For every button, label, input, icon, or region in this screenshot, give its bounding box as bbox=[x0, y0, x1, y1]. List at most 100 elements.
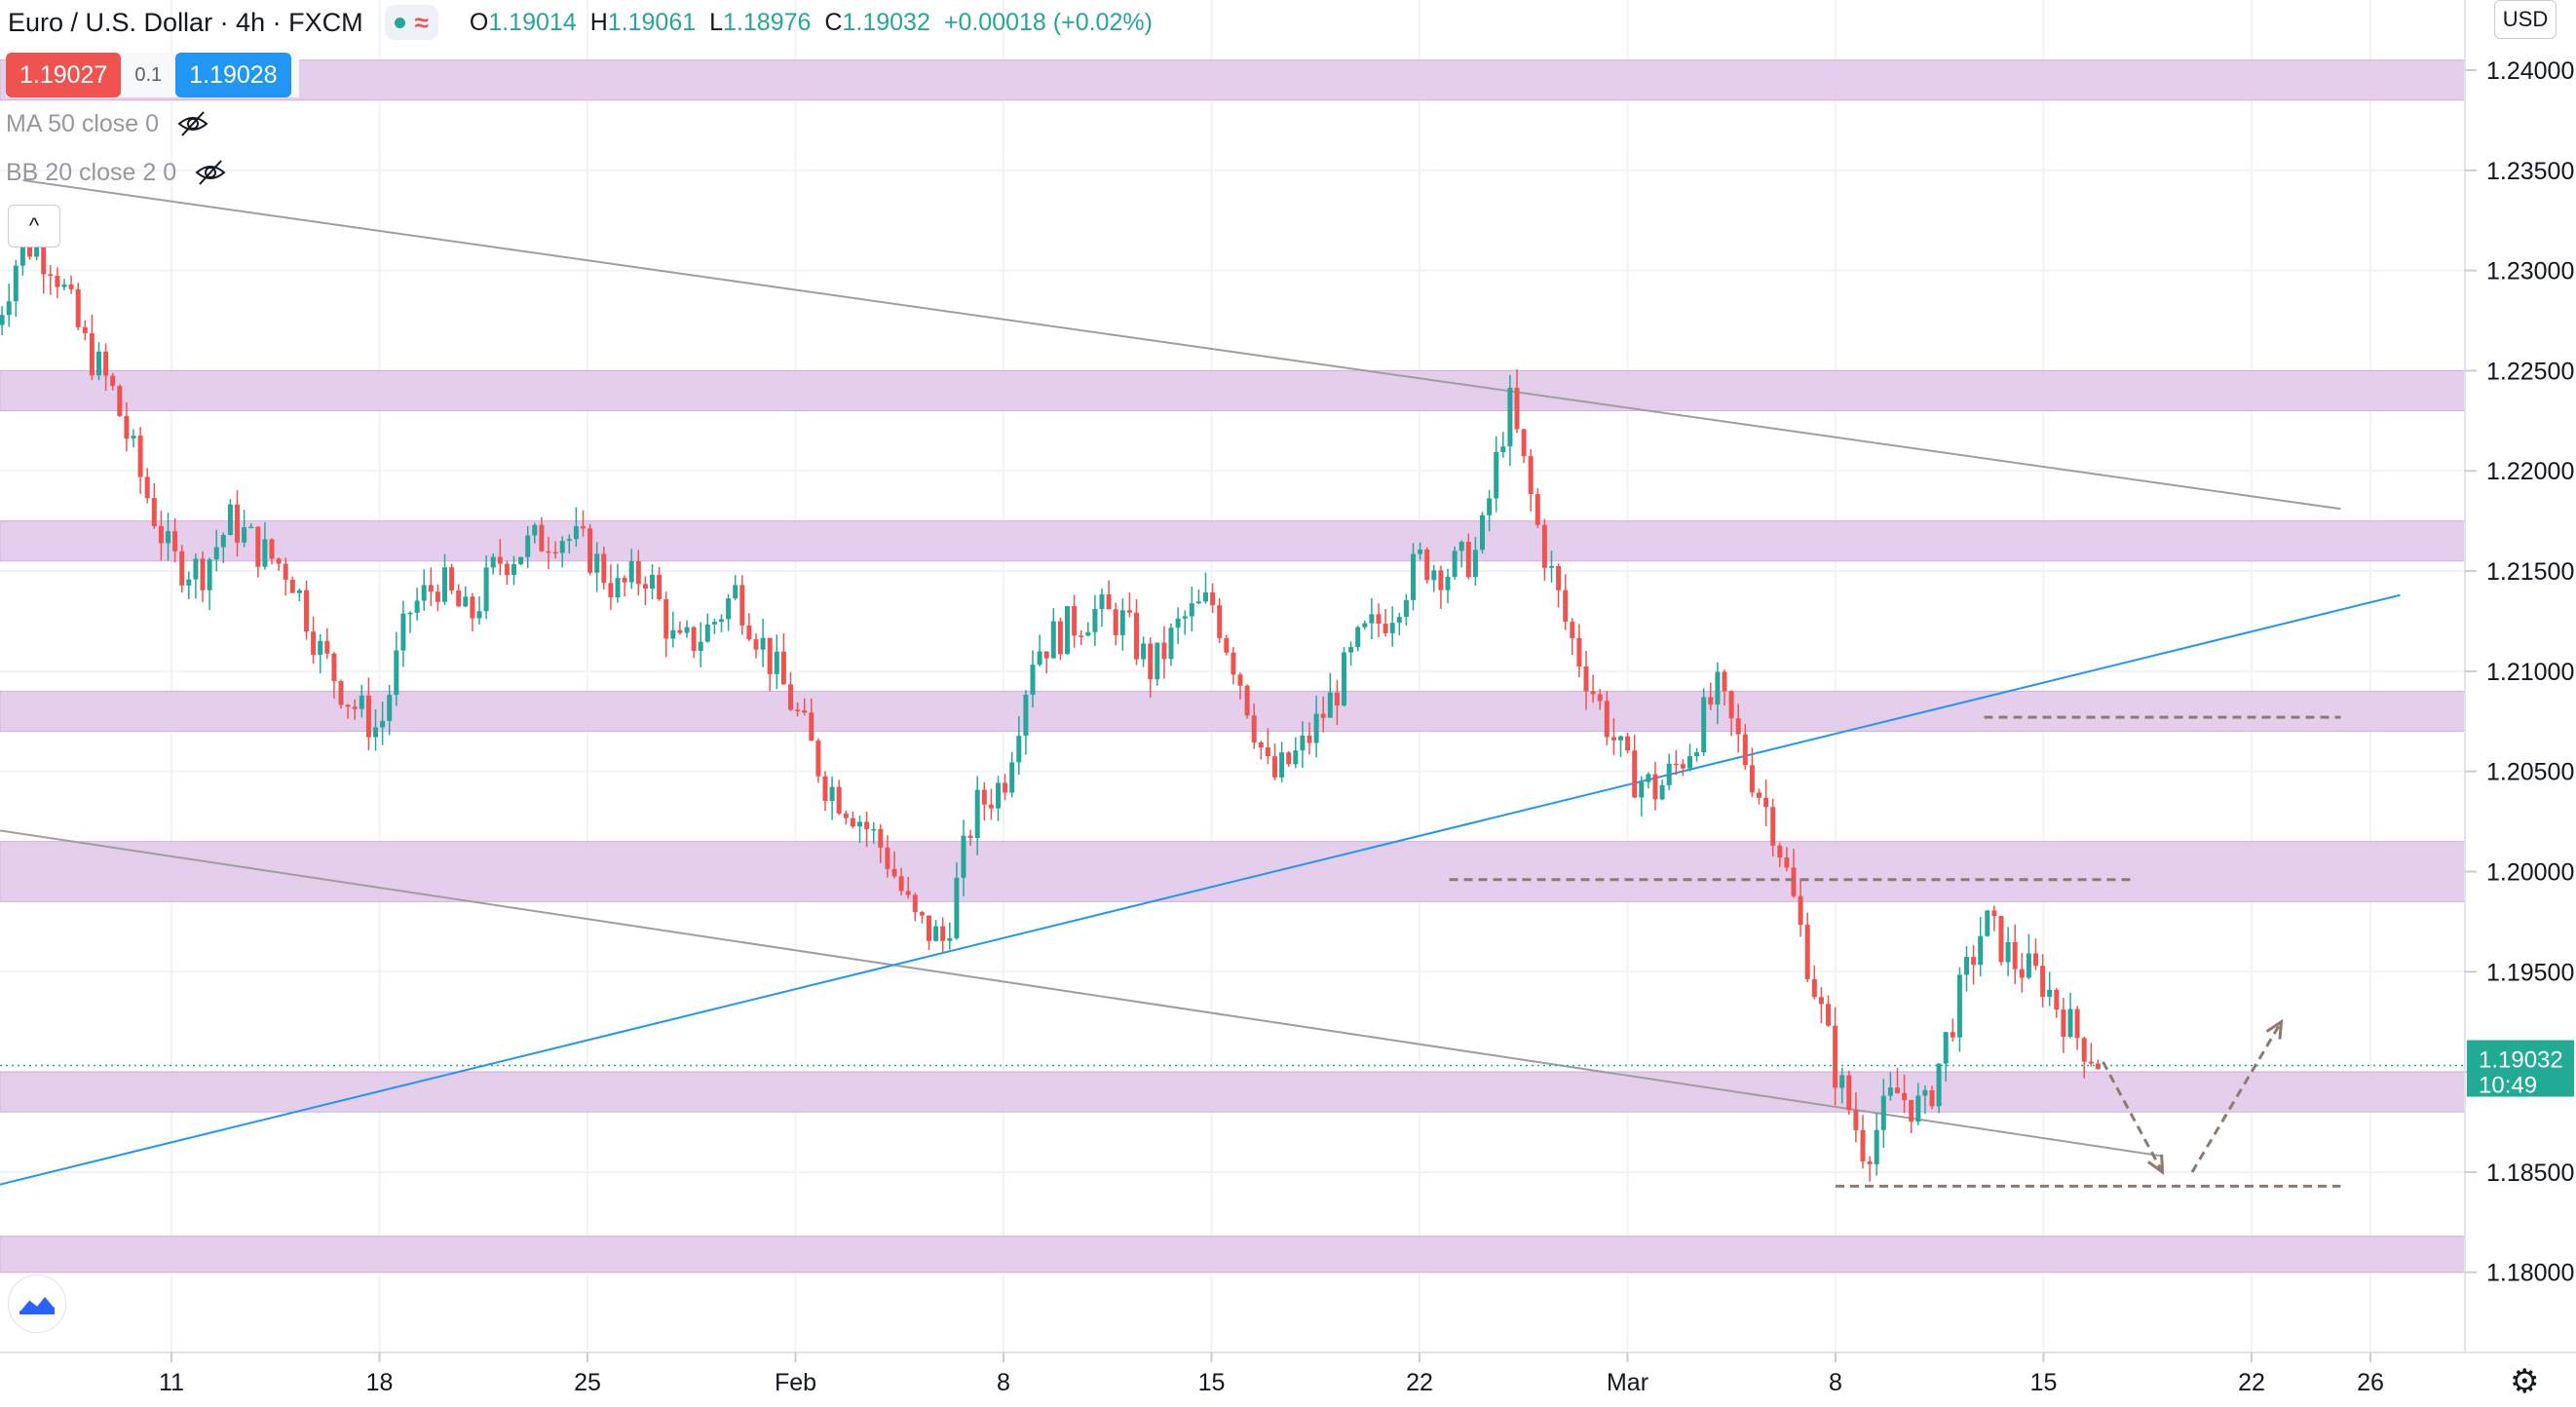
candle-body bbox=[615, 578, 621, 598]
chart-legend: Euro / U.S. Dollar · 4h · FXCM ≈ O1.1901… bbox=[0, 0, 1153, 45]
indicator-bb[interactable]: BB 20 close 2 0 bbox=[6, 158, 227, 187]
candle-body bbox=[746, 625, 752, 640]
candle-body bbox=[13, 265, 19, 302]
candle-body bbox=[1895, 1087, 1900, 1093]
candle-body bbox=[594, 553, 600, 573]
symbol-title[interactable]: Euro / U.S. Dollar · 4h · FXCM bbox=[8, 7, 363, 37]
candle-body bbox=[988, 804, 994, 809]
candle-body bbox=[850, 818, 855, 827]
candle-body bbox=[733, 585, 739, 599]
status-badges[interactable]: ≈ bbox=[384, 5, 438, 40]
eye-slash-icon[interactable] bbox=[176, 109, 209, 138]
candle-body bbox=[1978, 935, 1984, 966]
tradingview-logo[interactable] bbox=[8, 1274, 66, 1333]
candle-body bbox=[1604, 701, 1610, 738]
candle-body bbox=[1867, 1160, 1873, 1164]
candle-body bbox=[780, 651, 786, 685]
collapse-legend-button[interactable]: ^ bbox=[8, 205, 60, 247]
candle-body bbox=[1126, 610, 1132, 613]
candle-body bbox=[193, 558, 199, 580]
candle-body bbox=[1182, 616, 1188, 619]
settings-gear-icon[interactable]: ⚙ bbox=[2510, 1363, 2540, 1400]
candle-body bbox=[581, 526, 586, 529]
candle-body bbox=[276, 558, 282, 564]
candle-body bbox=[61, 284, 67, 287]
candle-body bbox=[400, 613, 406, 651]
candle-body bbox=[1452, 551, 1458, 578]
candle-body bbox=[1528, 456, 1534, 495]
candle-body bbox=[843, 813, 849, 818]
candle-body bbox=[1666, 763, 1672, 785]
last-price-label bbox=[2467, 1040, 2574, 1097]
support-resistance-zone bbox=[0, 1236, 2466, 1274]
candle-body bbox=[227, 504, 233, 536]
eye-slash-icon[interactable] bbox=[194, 158, 227, 187]
candle-body bbox=[1334, 692, 1340, 706]
candle-body bbox=[1396, 617, 1402, 624]
candle-body bbox=[788, 684, 793, 710]
candle-body bbox=[1431, 570, 1437, 581]
candle-body bbox=[1258, 742, 1264, 748]
candle-body bbox=[1652, 774, 1658, 800]
candle-body bbox=[1770, 807, 1776, 846]
candle-body bbox=[1279, 752, 1285, 778]
time-tick-label: 15 bbox=[1198, 1369, 1226, 1396]
candle-body bbox=[954, 877, 960, 938]
candle-body bbox=[822, 776, 828, 802]
currency-button[interactable]: USD bbox=[2494, 0, 2557, 39]
candle-body bbox=[1168, 627, 1174, 660]
candle-body bbox=[1099, 594, 1105, 610]
candle-body bbox=[981, 789, 987, 805]
candle-body bbox=[1065, 606, 1070, 655]
candle-body bbox=[940, 926, 946, 941]
candle-body bbox=[2026, 953, 2031, 978]
candle-body bbox=[96, 351, 101, 376]
candle-body bbox=[1037, 651, 1042, 665]
candle-body bbox=[622, 578, 627, 583]
candle-body bbox=[1749, 765, 1755, 793]
candle-body bbox=[1811, 978, 1817, 998]
projection bbox=[2102, 1018, 2284, 1175]
candle-body bbox=[1003, 782, 1008, 793]
buy-button[interactable]: 1.19028 bbox=[175, 53, 291, 97]
candle-body bbox=[1403, 599, 1409, 618]
candle-body bbox=[476, 611, 482, 619]
indicator-ma-label: MA 50 close 0 bbox=[6, 109, 160, 137]
candle-body bbox=[1632, 750, 1638, 798]
candle-body bbox=[891, 868, 897, 877]
candle-body bbox=[1500, 446, 1506, 453]
candle-body bbox=[324, 640, 330, 654]
candle-body bbox=[1389, 623, 1395, 633]
candle-body bbox=[885, 847, 890, 869]
candle-body bbox=[1521, 429, 1527, 457]
candle-body bbox=[601, 553, 607, 584]
candle-body bbox=[1369, 614, 1375, 624]
candle-body bbox=[463, 596, 469, 607]
candle-body bbox=[1985, 910, 1990, 936]
time-tick-label: 25 bbox=[574, 1369, 601, 1396]
candle-body bbox=[311, 631, 317, 655]
candle-body bbox=[255, 526, 261, 567]
candle-body bbox=[172, 531, 178, 551]
candle-body bbox=[1514, 387, 1520, 430]
support-resistance-zone bbox=[0, 369, 2466, 412]
candle-body bbox=[373, 727, 378, 738]
candle-body bbox=[166, 531, 170, 544]
candle-body bbox=[864, 821, 870, 829]
indicator-ma[interactable]: MA 50 close 0 bbox=[6, 109, 209, 138]
candle-body bbox=[1541, 524, 1547, 568]
candle-body bbox=[1480, 514, 1485, 551]
candle-body bbox=[684, 627, 690, 633]
candle-body bbox=[2088, 1061, 2094, 1064]
candle-body bbox=[144, 476, 150, 499]
candle-body bbox=[428, 585, 434, 592]
candle-body bbox=[1943, 1032, 1949, 1064]
countdown-value: 10:49 bbox=[2479, 1073, 2537, 1099]
candle-body bbox=[394, 650, 399, 696]
candle-body bbox=[41, 247, 47, 275]
candle-body bbox=[927, 915, 931, 941]
sell-button[interactable]: 1.19027 bbox=[6, 53, 122, 97]
candle-body bbox=[1680, 764, 1686, 769]
